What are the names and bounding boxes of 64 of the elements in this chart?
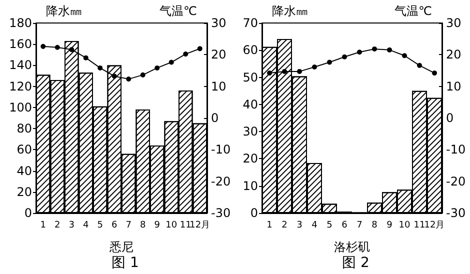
y-tick-label: 40 [16, 164, 32, 178]
y-tick-label: 160 [9, 37, 32, 52]
x-tick-label: 10 [398, 220, 410, 230]
y2-tick-label: 10 [211, 79, 226, 94]
y-tick-label: 20 [242, 152, 258, 166]
y2-tick-label: 30 [446, 16, 462, 30]
y2-axis-title: 气温℃ [160, 4, 197, 18]
x-tick-label: 9 [154, 220, 160, 230]
y-tick-label: 120 [9, 79, 32, 94]
y2-tick-label: -10 [211, 142, 231, 157]
y-tick-label: 40 [242, 97, 258, 112]
caption: 图 1 [112, 255, 139, 271]
y-tick-label: 50 [242, 70, 258, 84]
y2-tick-label: 10 [446, 79, 462, 94]
y-tick-label: 70 [242, 16, 258, 30]
x-tick-label: 10 [166, 220, 178, 230]
y2-tick-label: -30 [446, 206, 466, 220]
y-tick-label: 60 [242, 43, 258, 58]
y-tick-label: 140 [9, 58, 32, 72]
x-tick-label: 1 [40, 220, 46, 230]
y-tick-label: 180 [9, 16, 32, 30]
x-tick-label: 11 [180, 220, 192, 230]
y2-tick-label: 30 [211, 16, 226, 30]
x-tick-label: 9 [386, 220, 393, 230]
y2-tick-label: -30 [211, 206, 231, 220]
caption: 图 2 [342, 255, 370, 271]
y2-tick-label: 20 [446, 48, 462, 62]
y-tick-label: 0 [24, 206, 32, 220]
x-tick-label: 7 [356, 220, 362, 230]
y2-tick-label: -10 [446, 142, 466, 157]
x-tick-label: 3 [68, 220, 74, 230]
x-tick-label: 6 [342, 220, 348, 230]
x-tick-label: 12月 [424, 220, 445, 230]
y2-tick-label: 0 [446, 111, 454, 125]
x-tick-label: 5 [326, 220, 332, 230]
x-tick-label: 4 [312, 220, 318, 230]
x-tick-label: 8 [372, 220, 378, 230]
x-tick-label: 11 [414, 220, 426, 230]
x-axis-title: 悉尼 [108, 240, 134, 254]
y2-tick-label: -20 [211, 174, 231, 188]
x-tick-label: 7 [126, 220, 132, 230]
y-tick-label: 100 [9, 100, 32, 114]
y-tick-label: 0 [250, 206, 258, 220]
x-tick-label: 2 [282, 220, 288, 230]
y-tick-label: 10 [242, 178, 258, 193]
x-tick-label: 4 [83, 220, 90, 230]
y-tick-label: 30 [242, 124, 258, 139]
y2-tick-label: 0 [211, 111, 219, 125]
x-tick-label: 8 [140, 220, 146, 230]
y-tick-label: 20 [16, 184, 32, 199]
x-tick-label: 5 [97, 220, 103, 230]
y2-tick-label: 20 [211, 48, 226, 62]
x-tick-label: 6 [112, 220, 118, 230]
x-axis-title: 洛杉矶 [334, 240, 370, 254]
y2-tick-label: -20 [446, 174, 466, 188]
y-axis-title: 降水㎜ [272, 4, 308, 18]
x-tick-label: 12月 [190, 220, 210, 230]
x-tick-label: 1 [266, 220, 272, 230]
y2-axis-title: 气温℃ [394, 4, 432, 18]
y-axis-title: 降水㎜ [46, 4, 82, 18]
y-tick-label: 80 [16, 122, 32, 136]
y-tick-label: 60 [16, 142, 32, 157]
x-tick-label: 2 [54, 220, 60, 230]
x-tick-label: 3 [296, 220, 302, 230]
